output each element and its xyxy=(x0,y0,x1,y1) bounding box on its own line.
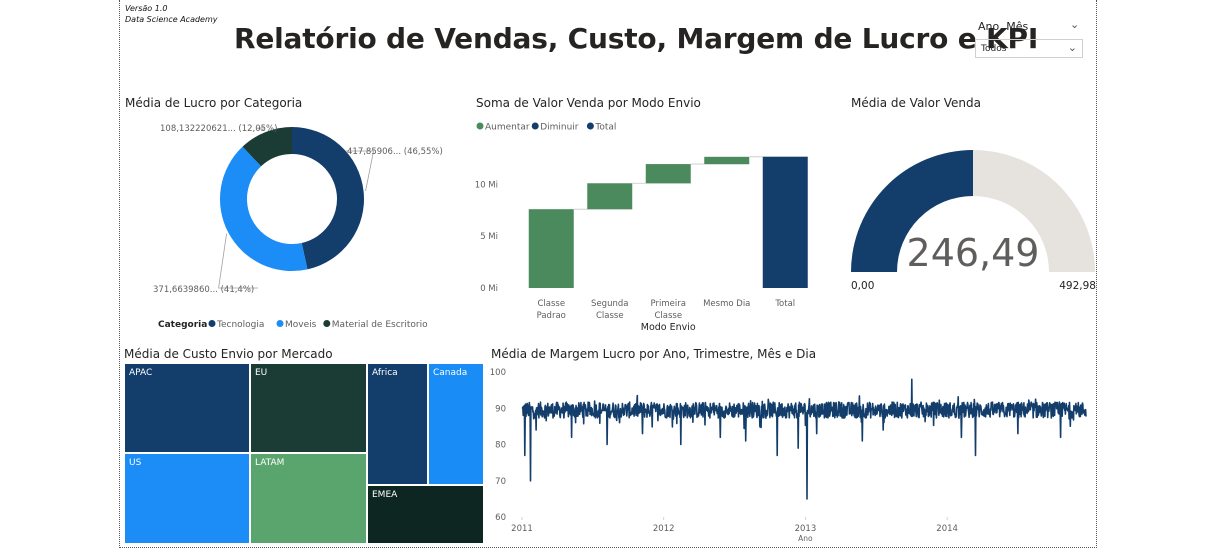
gauge-chart[interactable]: 246,49 0,00 492,98 xyxy=(840,140,1102,300)
x-tick-label: 2011 xyxy=(511,524,533,534)
donut-slice[interactable] xyxy=(242,127,292,167)
x-tick-label: Mesmo Dia xyxy=(703,299,750,309)
legend-label: Diminuir xyxy=(540,123,579,133)
x-axis-title: Ano xyxy=(798,534,813,543)
treemap-label: US xyxy=(129,458,142,468)
y-tick-label: 60 xyxy=(495,513,506,523)
x-tick-label: Classe xyxy=(596,311,624,321)
x-tick-label: Segunda xyxy=(591,299,628,309)
x-tick-label: Classe xyxy=(654,311,682,321)
gauge-value-arc[interactable] xyxy=(851,150,973,272)
treemap-cell-eu[interactable]: EU xyxy=(250,363,367,453)
donut-data-label: 108,132220621... (12,05%) xyxy=(160,124,277,134)
version-text: Versão 1.0 Data Science Academy xyxy=(125,3,218,25)
gauge-value: 246,49 xyxy=(907,231,1040,275)
report-canvas xyxy=(119,0,1097,548)
legend-label: Aumentar xyxy=(485,123,530,133)
donut-chart[interactable]: 417,85906... (46,55%) 371,6639860... (41,… xyxy=(120,112,470,337)
y-tick-label: 100 xyxy=(490,368,506,378)
slicer-value: Todos xyxy=(981,44,1007,54)
y-tick-label: 5 Mi xyxy=(480,232,498,242)
treemap-cell-apac[interactable]: APAC xyxy=(124,363,250,453)
treemap-label: EU xyxy=(255,368,268,378)
y-tick-label: 10 Mi xyxy=(475,180,498,190)
waterfall-chart[interactable]: Aumentar Diminuir Total 0 Mi 5 Mi 10 Mi Classe… xyxy=(470,112,830,337)
treemap-label: EMEA xyxy=(372,490,398,500)
donut-data-label: 417,85906... (46,55%) xyxy=(347,147,443,157)
x-tick-label: Padrao xyxy=(537,311,566,321)
legend-marker xyxy=(208,320,216,327)
slicer-label: Ano, Mês xyxy=(978,20,1029,33)
chevron-down-icon: ⌄ xyxy=(1067,41,1077,54)
gauge-title: Média de Valor Venda xyxy=(851,96,981,110)
treemap-chart[interactable]: APAC EU US LATAM Africa EMEA Canada xyxy=(124,363,484,544)
legend-label: Total xyxy=(594,123,616,133)
legend-marker xyxy=(586,122,594,130)
line-chart[interactable]: 60 70 80 90 100 2011 2012 2013 2014 Ano xyxy=(486,362,1094,546)
chevron-down-icon[interactable]: ⌄ xyxy=(1070,18,1080,31)
treemap-cell-africa[interactable]: Africa xyxy=(367,363,428,485)
line-title: Média de Margem Lucro por Ano, Trimestre… xyxy=(491,347,817,361)
treemap-title: Média de Custo Envio por Mercado xyxy=(124,347,333,361)
treemap-label: APAC xyxy=(129,368,153,378)
version-line-1: Versão 1.0 xyxy=(125,4,168,13)
waterfall-bar[interactable] xyxy=(645,164,691,184)
treemap-cell-emea[interactable]: EMEA xyxy=(367,485,484,544)
waterfall-bar[interactable] xyxy=(704,156,750,165)
leader-line xyxy=(346,150,375,192)
x-axis-title: Modo Envio xyxy=(641,322,696,333)
y-tick-label: 80 xyxy=(495,441,506,451)
legend-label: Tecnologia xyxy=(216,320,264,330)
treemap-cell-canada[interactable]: Canada xyxy=(428,363,484,485)
legend-marker xyxy=(276,320,284,327)
donut-title: Média de Lucro por Categoria xyxy=(125,96,303,110)
treemap-cell-latam[interactable]: LATAM xyxy=(250,453,367,544)
leader-line xyxy=(256,127,265,131)
donut-slice[interactable] xyxy=(292,127,365,270)
page-title: Relatório de Vendas, Custo, Margem de Lu… xyxy=(234,22,1039,55)
leader-line xyxy=(218,233,258,289)
treemap-label: Canada xyxy=(433,368,468,378)
waterfall-bar[interactable] xyxy=(587,183,633,210)
treemap-label: Africa xyxy=(372,368,398,378)
waterfall-title: Soma de Valor Venda por Modo Envio xyxy=(476,96,701,110)
legend-marker xyxy=(323,320,331,327)
gauge-min-label: 0,00 xyxy=(851,280,874,292)
gauge-max-label: 492,98 xyxy=(1059,280,1096,292)
legend-title: Categoria xyxy=(158,320,207,330)
treemap-cell-us[interactable]: US xyxy=(124,453,250,544)
y-tick-label: 70 xyxy=(495,477,506,487)
x-tick-label: 2012 xyxy=(653,524,675,534)
legend-label: Moveis xyxy=(285,320,317,330)
x-tick-label: 2013 xyxy=(795,524,817,534)
x-tick-label: Primeira xyxy=(651,299,686,309)
x-tick-label: Total xyxy=(774,299,795,309)
gauge-background-arc[interactable] xyxy=(973,150,1095,272)
x-tick-label: Classe xyxy=(537,299,565,309)
y-tick-label: 90 xyxy=(495,404,506,414)
y-tick-label: 0 Mi xyxy=(480,284,498,294)
donut-data-label: 371,6639860... (41,4%) xyxy=(153,285,254,295)
version-line-2: Data Science Academy xyxy=(125,15,218,24)
x-tick-label: 2014 xyxy=(936,524,958,534)
donut-slice[interactable] xyxy=(219,146,308,271)
legend-marker xyxy=(531,122,539,130)
legend-label: Material de Escritorio xyxy=(332,320,428,330)
waterfall-bar[interactable] xyxy=(762,156,808,288)
slicer-dropdown[interactable]: Todos ⌄ xyxy=(975,39,1083,58)
legend-marker xyxy=(476,122,484,130)
waterfall-bar[interactable] xyxy=(528,209,574,288)
treemap-label: LATAM xyxy=(255,458,285,468)
margin-line-series[interactable] xyxy=(521,378,1087,500)
